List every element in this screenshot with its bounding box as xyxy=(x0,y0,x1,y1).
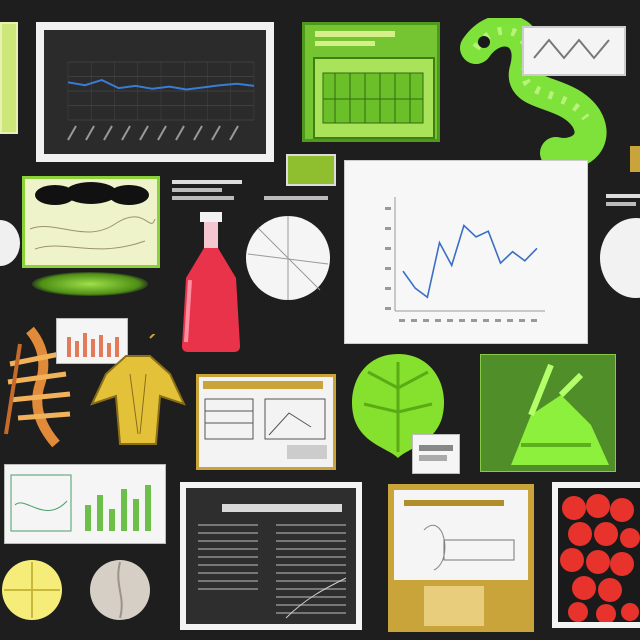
y-tick-label xyxy=(385,307,391,310)
x-tick-label xyxy=(139,125,149,141)
x-tick-label xyxy=(519,319,525,322)
x-tick-label xyxy=(157,125,167,141)
dark-document-tile xyxy=(180,482,362,630)
x-tick-label xyxy=(435,319,441,322)
flask-icon xyxy=(182,212,240,352)
x-tick-label xyxy=(423,319,429,322)
leaf-icon xyxy=(351,354,445,458)
x-tick-label xyxy=(85,125,95,141)
white-label-card xyxy=(522,26,626,76)
monitor-stand xyxy=(32,272,148,296)
x-tick-label xyxy=(483,319,489,322)
center-chart-tile xyxy=(344,160,588,344)
x-tick-label xyxy=(121,125,131,141)
small-green-label xyxy=(286,154,336,186)
y-tick-label xyxy=(385,287,391,290)
y-tick-label xyxy=(385,267,391,270)
x-tick-label xyxy=(459,319,465,322)
x-tick-label xyxy=(229,125,239,141)
x-tick-label xyxy=(67,125,77,141)
gray-brain-icon xyxy=(90,560,150,620)
green-tile-left xyxy=(0,22,18,134)
tree-icon xyxy=(29,182,156,250)
x-tick-label xyxy=(495,319,501,322)
green-box-tile xyxy=(302,22,440,142)
yellow-brain-icon xyxy=(2,560,62,620)
dark-document-screen xyxy=(186,488,356,624)
top-left-line-chart xyxy=(67,61,255,141)
caption-lines xyxy=(606,194,640,214)
small-chart-card xyxy=(56,318,128,364)
series-line xyxy=(402,224,538,299)
green-box-header-line xyxy=(315,41,375,46)
red-cells-tile xyxy=(552,482,640,628)
skeleton-icon xyxy=(4,326,71,448)
x-tick-label xyxy=(531,319,537,322)
x-tick-label xyxy=(211,125,221,141)
dress-icon xyxy=(90,334,186,445)
green-box-grid xyxy=(322,72,424,124)
bottom-left-chart-tile xyxy=(4,464,166,544)
radial-diagram xyxy=(246,216,330,300)
x-tick-label xyxy=(399,319,405,322)
x-tick-label xyxy=(471,319,477,322)
x-tick-label xyxy=(447,319,453,322)
chart-screen xyxy=(44,30,266,154)
y-tick-label xyxy=(385,247,391,250)
circle-fragment-left xyxy=(0,220,20,266)
y-tick-label xyxy=(385,207,391,210)
caption-lines xyxy=(264,196,334,206)
x-tick-label xyxy=(175,125,185,141)
center-line-chart xyxy=(385,197,545,322)
x-tick-label xyxy=(193,125,203,141)
cells-icon xyxy=(558,488,640,624)
green-box-header-line xyxy=(315,31,395,37)
top-left-chart-tile xyxy=(36,22,274,162)
green-box-inner xyxy=(313,57,435,139)
gold-document-tile xyxy=(388,484,534,632)
small-caption-card xyxy=(412,434,460,474)
green-3d-tile xyxy=(480,354,616,472)
document-tile xyxy=(196,374,336,470)
x-tick-label xyxy=(103,125,113,141)
gold-label-right xyxy=(630,146,640,172)
series-line xyxy=(67,79,255,91)
circle-fragment-right xyxy=(600,218,640,298)
x-tick-label xyxy=(411,319,417,322)
x-tick-label xyxy=(507,319,513,322)
caption-lines xyxy=(172,180,246,210)
map-monitor-tile xyxy=(22,176,160,268)
y-tick-label xyxy=(385,227,391,230)
